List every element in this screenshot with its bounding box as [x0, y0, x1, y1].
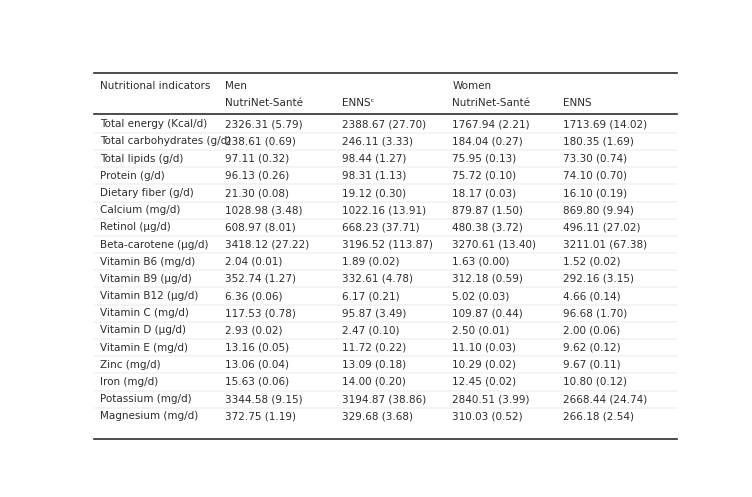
Text: 266.18 (2.54): 266.18 (2.54)	[563, 412, 634, 421]
Text: 13.06 (0.04): 13.06 (0.04)	[225, 360, 289, 370]
Text: Total energy (Kcal/d): Total energy (Kcal/d)	[100, 119, 207, 129]
Text: 332.61 (4.78): 332.61 (4.78)	[341, 274, 413, 284]
Text: 372.75 (1.19): 372.75 (1.19)	[225, 412, 296, 421]
Text: 869.80 (9.94): 869.80 (9.94)	[563, 205, 634, 215]
Text: Nutritional indicators: Nutritional indicators	[100, 82, 211, 91]
Text: 98.44 (1.27): 98.44 (1.27)	[341, 154, 406, 164]
Text: 1022.16 (13.91): 1022.16 (13.91)	[341, 205, 426, 215]
Text: 480.38 (3.72): 480.38 (3.72)	[453, 222, 523, 233]
Text: 98.31 (1.13): 98.31 (1.13)	[341, 171, 406, 181]
Text: 117.53 (0.78): 117.53 (0.78)	[225, 308, 296, 318]
Text: 96.13 (0.26): 96.13 (0.26)	[225, 171, 290, 181]
Text: 2.00 (0.06): 2.00 (0.06)	[563, 326, 620, 335]
Text: 96.68 (1.70): 96.68 (1.70)	[563, 308, 627, 318]
Text: 292.16 (3.15): 292.16 (3.15)	[563, 274, 634, 284]
Text: 14.00 (0.20): 14.00 (0.20)	[341, 377, 405, 387]
Text: 11.72 (0.22): 11.72 (0.22)	[341, 342, 406, 352]
Text: Vitamin B9 (μg/d): Vitamin B9 (μg/d)	[100, 274, 192, 284]
Text: 1.52 (0.02): 1.52 (0.02)	[563, 257, 620, 267]
Text: 3344.58 (9.15): 3344.58 (9.15)	[225, 394, 303, 404]
Text: 19.12 (0.30): 19.12 (0.30)	[341, 188, 406, 198]
Text: 97.11 (0.32): 97.11 (0.32)	[225, 154, 290, 164]
Text: Retinol (μg/d): Retinol (μg/d)	[100, 222, 171, 233]
Text: 5.02 (0.03): 5.02 (0.03)	[453, 291, 510, 301]
Text: 4.66 (0.14): 4.66 (0.14)	[563, 291, 621, 301]
Text: 1.89 (0.02): 1.89 (0.02)	[341, 257, 399, 267]
Text: Magnesium (mg/d): Magnesium (mg/d)	[100, 412, 198, 421]
Text: 95.87 (3.49): 95.87 (3.49)	[341, 308, 406, 318]
Text: 3196.52 (113.87): 3196.52 (113.87)	[341, 240, 432, 249]
Text: Vitamin B6 (mg/d): Vitamin B6 (mg/d)	[100, 257, 195, 267]
Text: 73.30 (0.74): 73.30 (0.74)	[563, 154, 627, 164]
Text: Zinc (mg/d): Zinc (mg/d)	[100, 360, 160, 370]
Text: 1.63 (0.00): 1.63 (0.00)	[453, 257, 510, 267]
Text: 312.18 (0.59): 312.18 (0.59)	[453, 274, 523, 284]
Text: 18.17 (0.03): 18.17 (0.03)	[453, 188, 517, 198]
Text: 3270.61 (13.40): 3270.61 (13.40)	[453, 240, 536, 249]
Text: 11.10 (0.03): 11.10 (0.03)	[453, 342, 517, 352]
Text: Total lipids (g/d): Total lipids (g/d)	[100, 154, 183, 164]
Text: Vitamin C (mg/d): Vitamin C (mg/d)	[100, 308, 189, 318]
Text: 2.93 (0.02): 2.93 (0.02)	[225, 326, 283, 335]
Text: 329.68 (3.68): 329.68 (3.68)	[341, 412, 413, 421]
Text: 3418.12 (27.22): 3418.12 (27.22)	[225, 240, 309, 249]
Text: 9.62 (0.12): 9.62 (0.12)	[563, 342, 621, 352]
Text: 180.35 (1.69): 180.35 (1.69)	[563, 137, 634, 147]
Text: 238.61 (0.69): 238.61 (0.69)	[225, 137, 296, 147]
Text: Protein (g/d): Protein (g/d)	[100, 171, 165, 181]
Text: Men: Men	[225, 82, 247, 91]
Text: 109.87 (0.44): 109.87 (0.44)	[453, 308, 523, 318]
Text: Vitamin E (mg/d): Vitamin E (mg/d)	[100, 342, 188, 352]
Text: 75.95 (0.13): 75.95 (0.13)	[453, 154, 517, 164]
Text: Potassium (mg/d): Potassium (mg/d)	[100, 394, 192, 404]
Text: 879.87 (1.50): 879.87 (1.50)	[453, 205, 523, 215]
Text: NutriNet-Santé: NutriNet-Santé	[225, 97, 303, 107]
Text: 9.67 (0.11): 9.67 (0.11)	[563, 360, 621, 370]
Text: 1028.98 (3.48): 1028.98 (3.48)	[225, 205, 302, 215]
Text: 2668.44 (24.74): 2668.44 (24.74)	[563, 394, 647, 404]
Text: 1767.94 (2.21): 1767.94 (2.21)	[453, 119, 530, 129]
Text: 3194.87 (38.86): 3194.87 (38.86)	[341, 394, 426, 404]
Text: 668.23 (37.71): 668.23 (37.71)	[341, 222, 420, 233]
Text: Women: Women	[453, 82, 492, 91]
Text: 496.11 (27.02): 496.11 (27.02)	[563, 222, 641, 233]
Text: 2840.51 (3.99): 2840.51 (3.99)	[453, 394, 530, 404]
Text: 2.50 (0.01): 2.50 (0.01)	[453, 326, 510, 335]
Text: NutriNet-Santé: NutriNet-Santé	[453, 97, 530, 107]
Text: 2388.67 (27.70): 2388.67 (27.70)	[341, 119, 426, 129]
Text: 184.04 (0.27): 184.04 (0.27)	[453, 137, 523, 147]
Text: 2.47 (0.10): 2.47 (0.10)	[341, 326, 399, 335]
Text: 12.45 (0.02): 12.45 (0.02)	[453, 377, 517, 387]
Text: Dietary fiber (g/d): Dietary fiber (g/d)	[100, 188, 193, 198]
Text: 75.72 (0.10): 75.72 (0.10)	[453, 171, 517, 181]
Text: 608.97 (8.01): 608.97 (8.01)	[225, 222, 296, 233]
Text: 2326.31 (5.79): 2326.31 (5.79)	[225, 119, 303, 129]
Text: 310.03 (0.52): 310.03 (0.52)	[453, 412, 523, 421]
Text: Calcium (mg/d): Calcium (mg/d)	[100, 205, 180, 215]
Text: 352.74 (1.27): 352.74 (1.27)	[225, 274, 296, 284]
Text: 3211.01 (67.38): 3211.01 (67.38)	[563, 240, 647, 249]
Text: 6.36 (0.06): 6.36 (0.06)	[225, 291, 283, 301]
Text: ENNS: ENNS	[563, 97, 592, 107]
Text: ENNSᶜ: ENNSᶜ	[341, 97, 374, 107]
Text: 10.29 (0.02): 10.29 (0.02)	[453, 360, 517, 370]
Text: 6.17 (0.21): 6.17 (0.21)	[341, 291, 399, 301]
Text: 1713.69 (14.02): 1713.69 (14.02)	[563, 119, 647, 129]
Text: 10.80 (0.12): 10.80 (0.12)	[563, 377, 627, 387]
Text: Vitamin D (μg/d): Vitamin D (μg/d)	[100, 326, 186, 335]
Text: 2.04 (0.01): 2.04 (0.01)	[225, 257, 283, 267]
Text: 246.11 (3.33): 246.11 (3.33)	[341, 137, 413, 147]
Text: Total carbohydrates (g/d): Total carbohydrates (g/d)	[100, 137, 231, 147]
Text: Vitamin B12 (μg/d): Vitamin B12 (μg/d)	[100, 291, 199, 301]
Text: Iron (mg/d): Iron (mg/d)	[100, 377, 158, 387]
Text: 16.10 (0.19): 16.10 (0.19)	[563, 188, 627, 198]
Text: 13.09 (0.18): 13.09 (0.18)	[341, 360, 406, 370]
Text: 15.63 (0.06): 15.63 (0.06)	[225, 377, 290, 387]
Text: 21.30 (0.08): 21.30 (0.08)	[225, 188, 289, 198]
Text: 74.10 (0.70): 74.10 (0.70)	[563, 171, 627, 181]
Text: 13.16 (0.05): 13.16 (0.05)	[225, 342, 290, 352]
Text: Beta-carotene (μg/d): Beta-carotene (μg/d)	[100, 240, 208, 249]
